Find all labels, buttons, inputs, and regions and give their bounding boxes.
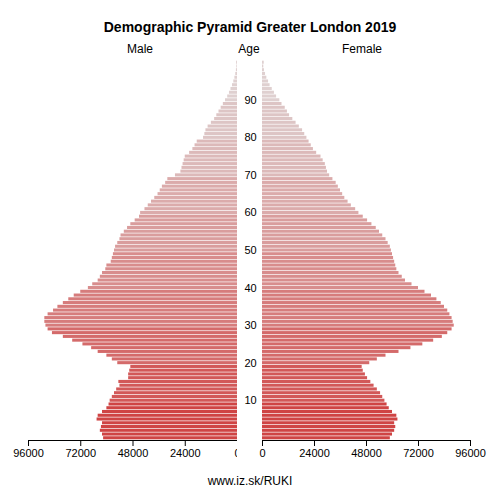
svg-text:48000: 48000 (351, 447, 382, 459)
svg-text:48000: 48000 (118, 447, 149, 459)
svg-text:50: 50 (244, 244, 256, 256)
svg-text:72000: 72000 (65, 447, 96, 459)
html-text:Age: Age (238, 42, 260, 56)
svg-text:80: 80 (244, 131, 256, 143)
svg-text:40: 40 (244, 282, 256, 294)
svg-text:0: 0 (259, 447, 265, 459)
svg-text:10: 10 (244, 394, 256, 406)
html-text:www.iz.sk/RUKI: www.iz.sk/RUKI (207, 474, 293, 488)
svg-text:60: 60 (244, 206, 256, 218)
svg-text:90: 90 (244, 94, 256, 106)
svg-text:96000: 96000 (13, 447, 44, 459)
html-text:Demographic Pyramid Greater Lo: Demographic Pyramid Greater London 2019 (103, 19, 397, 35)
svg-text:24000: 24000 (299, 447, 330, 459)
svg-text:72000: 72000 (403, 447, 434, 459)
svg-text:30: 30 (244, 319, 256, 331)
svg-text:24000: 24000 (170, 447, 201, 459)
svg-text:96000: 96000 (455, 447, 486, 459)
svg-text:70: 70 (244, 169, 256, 181)
html-text:Female: Female (342, 42, 382, 56)
svg-text:20: 20 (244, 357, 256, 369)
html-text:Male: Male (127, 42, 153, 56)
